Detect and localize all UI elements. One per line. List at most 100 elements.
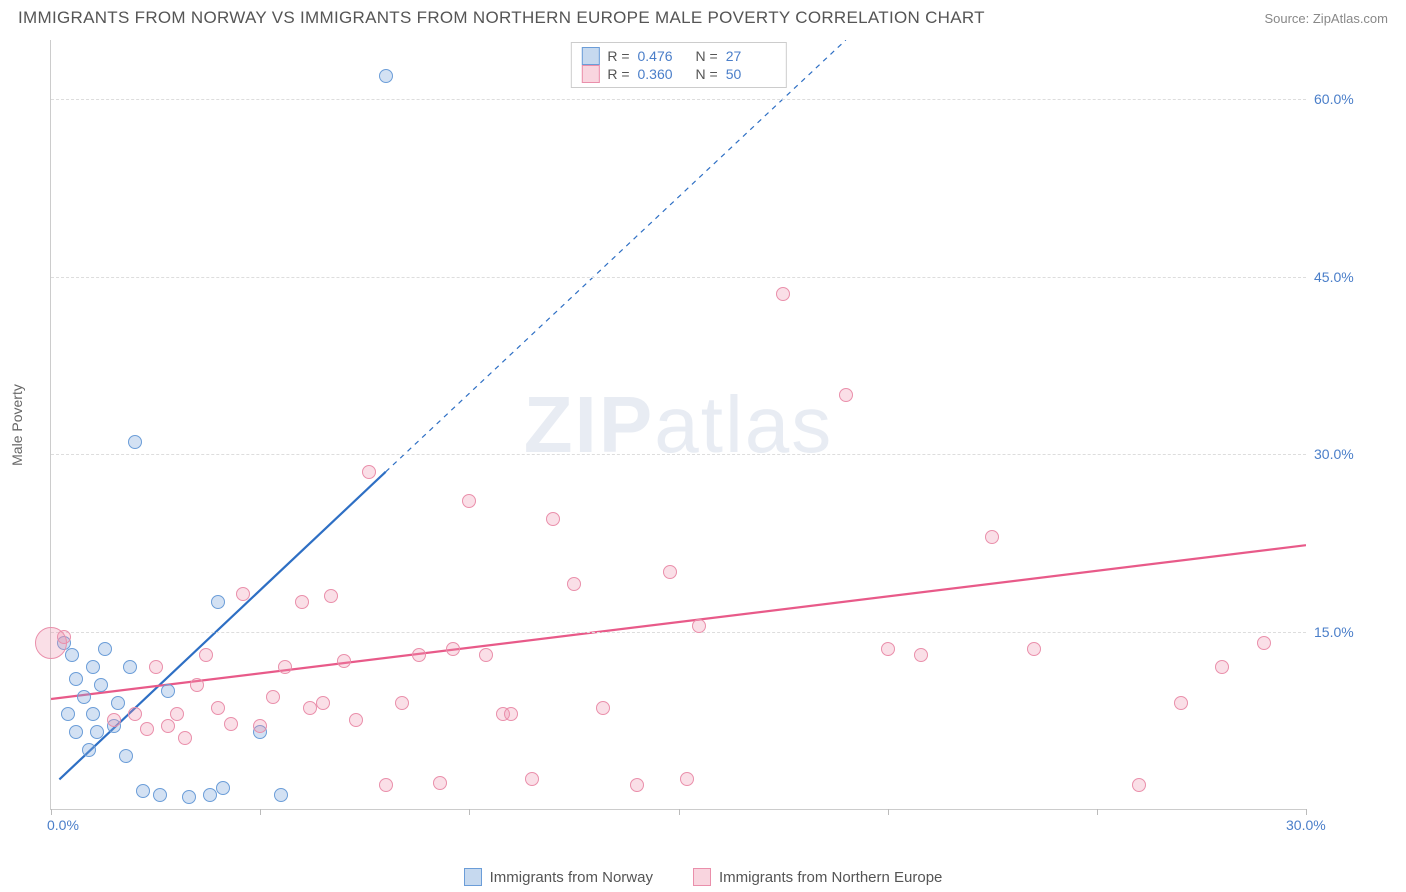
legend-stats-box: R =0.476N =27R =0.360N =50: [570, 42, 786, 88]
scatter-point: [1215, 660, 1229, 674]
scatter-point: [349, 713, 363, 727]
scatter-point: [680, 772, 694, 786]
scatter-point: [914, 648, 928, 662]
scatter-point: [178, 731, 192, 745]
legend-label: Immigrants from Norway: [490, 869, 653, 886]
scatter-point: [324, 589, 338, 603]
trend-line: [59, 472, 385, 780]
legend-n-value: 27: [726, 48, 776, 64]
chart-header: IMMIGRANTS FROM NORWAY VS IMMIGRANTS FRO…: [0, 0, 1406, 34]
scatter-point: [77, 690, 91, 704]
scatter-point: [69, 725, 83, 739]
legend-item: Immigrants from Norway: [464, 868, 653, 886]
scatter-point: [136, 784, 150, 798]
scatter-point: [65, 648, 79, 662]
y-tick-label: 45.0%: [1314, 269, 1374, 285]
legend-n-value: 50: [726, 66, 776, 82]
chart-title: IMMIGRANTS FROM NORWAY VS IMMIGRANTS FRO…: [18, 8, 985, 28]
gridline: [51, 277, 1306, 278]
x-tick: [679, 809, 680, 815]
scatter-point: [211, 595, 225, 609]
legend-r-value: 0.476: [638, 48, 688, 64]
scatter-point: [224, 717, 238, 731]
x-tick-label: 0.0%: [47, 817, 79, 833]
trend-lines-svg: [51, 40, 1306, 809]
scatter-point: [839, 388, 853, 402]
scatter-point: [161, 684, 175, 698]
trend-line: [51, 545, 1306, 699]
legend-n-label: N =: [696, 48, 718, 64]
legend-swatch: [581, 65, 599, 83]
scatter-point: [61, 707, 75, 721]
legend-stats-row: R =0.360N =50: [581, 65, 775, 83]
scatter-point: [153, 788, 167, 802]
scatter-point: [776, 287, 790, 301]
scatter-point: [504, 707, 518, 721]
scatter-point: [57, 630, 71, 644]
scatter-point: [170, 707, 184, 721]
legend-n-label: N =: [696, 66, 718, 82]
scatter-point: [316, 696, 330, 710]
scatter-point: [128, 435, 142, 449]
legend-swatch: [464, 868, 482, 886]
scatter-point: [86, 707, 100, 721]
scatter-point: [412, 648, 426, 662]
scatter-point: [596, 701, 610, 715]
x-tick: [260, 809, 261, 815]
scatter-point: [274, 788, 288, 802]
scatter-point: [211, 701, 225, 715]
x-tick: [1306, 809, 1307, 815]
y-axis-title: Male Poverty: [9, 384, 25, 466]
chart-source: Source: ZipAtlas.com: [1264, 11, 1388, 26]
scatter-point: [479, 648, 493, 662]
scatter-point: [692, 619, 706, 633]
scatter-point: [119, 749, 133, 763]
scatter-point: [1027, 642, 1041, 656]
scatter-point: [149, 660, 163, 674]
scatter-point: [190, 678, 204, 692]
legend-label: Immigrants from Northern Europe: [719, 869, 942, 886]
scatter-point: [94, 678, 108, 692]
scatter-point: [107, 713, 121, 727]
gridline: [51, 99, 1306, 100]
scatter-point: [199, 648, 213, 662]
scatter-point: [433, 776, 447, 790]
scatter-point: [446, 642, 460, 656]
plot-area: Male Poverty ZIPatlas R =0.476N =27R =0.…: [50, 40, 1306, 810]
y-tick-label: 30.0%: [1314, 446, 1374, 462]
source-prefix: Source:: [1264, 11, 1312, 26]
x-tick: [888, 809, 889, 815]
scatter-point: [236, 587, 250, 601]
scatter-point: [663, 565, 677, 579]
scatter-point: [69, 672, 83, 686]
scatter-point: [266, 690, 280, 704]
y-tick-label: 15.0%: [1314, 624, 1374, 640]
scatter-point: [379, 778, 393, 792]
scatter-point: [140, 722, 154, 736]
gridline: [51, 632, 1306, 633]
scatter-point: [128, 707, 142, 721]
plot-area-wrap: Male Poverty ZIPatlas R =0.476N =27R =0.…: [50, 40, 1386, 840]
source-name: ZipAtlas.com: [1313, 11, 1388, 26]
scatter-point: [379, 69, 393, 83]
scatter-point: [182, 790, 196, 804]
scatter-point: [462, 494, 476, 508]
scatter-point: [1257, 636, 1271, 650]
scatter-point: [630, 778, 644, 792]
scatter-point: [337, 654, 351, 668]
scatter-point: [123, 660, 137, 674]
legend-r-label: R =: [607, 66, 629, 82]
legend-r-label: R =: [607, 48, 629, 64]
scatter-point: [881, 642, 895, 656]
legend-bottom: Immigrants from Norway Immigrants from No…: [0, 868, 1406, 886]
trend-line: [386, 40, 846, 472]
scatter-point: [295, 595, 309, 609]
scatter-point: [546, 512, 560, 526]
scatter-point: [567, 577, 581, 591]
y-tick-label: 60.0%: [1314, 91, 1374, 107]
scatter-point: [1132, 778, 1146, 792]
scatter-point: [395, 696, 409, 710]
x-tick: [51, 809, 52, 815]
legend-stats-row: R = 0.476 N = 27: [581, 47, 775, 65]
scatter-point: [82, 743, 96, 757]
